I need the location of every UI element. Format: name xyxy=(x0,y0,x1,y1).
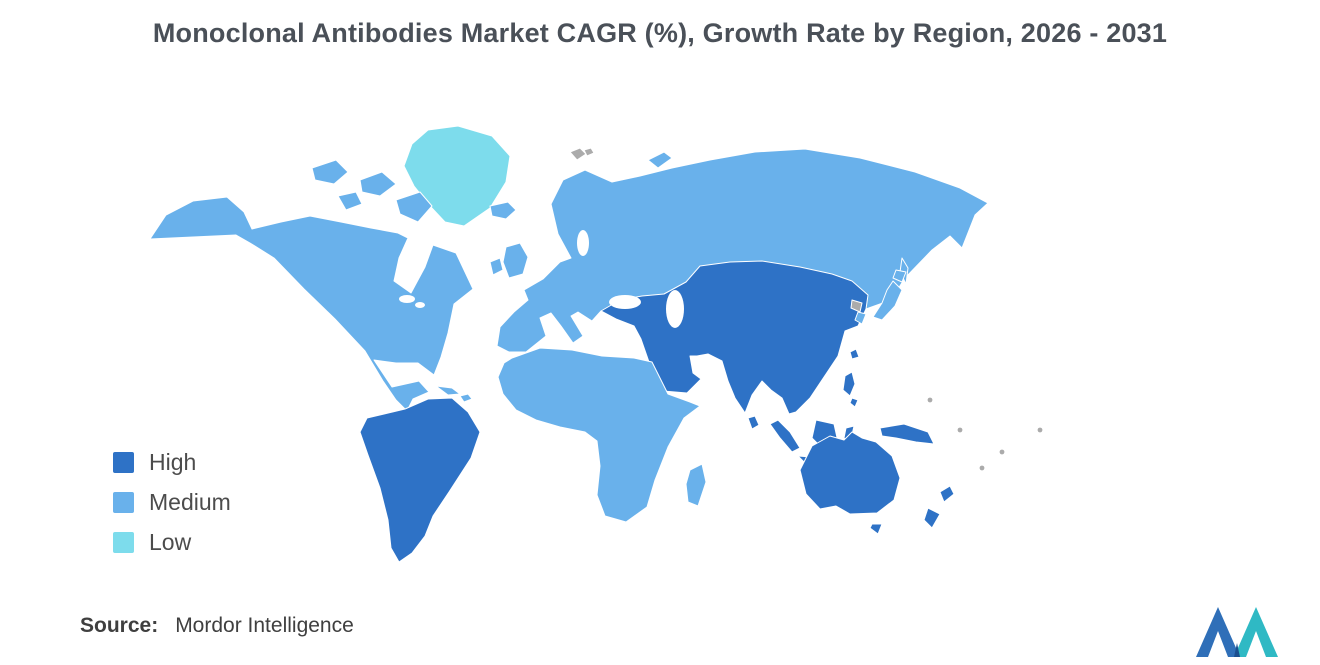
region-arctic-islands xyxy=(359,171,397,197)
legend-label-medium: Medium xyxy=(149,488,231,515)
pacific-island xyxy=(1037,427,1043,433)
legend-item-medium: Medium xyxy=(113,488,231,515)
region-new-guinea xyxy=(879,423,935,445)
region-japan xyxy=(892,269,907,283)
region-australia xyxy=(799,431,901,515)
legend-swatch-medium xyxy=(113,491,134,513)
region-south-korea xyxy=(854,311,867,325)
great-lakes xyxy=(399,295,415,303)
region-madagascar xyxy=(685,463,707,507)
legend-label-high: High xyxy=(149,448,197,475)
region-united-kingdom xyxy=(502,242,529,279)
source-row: Source: Mordor Intelligence xyxy=(80,614,354,638)
chart-title: Monoclonal Antibodies Market CAGR (%), G… xyxy=(152,18,1168,48)
region-philippines xyxy=(849,397,859,408)
legend: High Medium Low xyxy=(113,448,231,570)
region-tasmania xyxy=(869,523,883,535)
pacific-island xyxy=(957,427,963,433)
region-africa xyxy=(497,347,701,523)
mordor-intelligence-logo xyxy=(1196,607,1278,657)
logo-left-peak xyxy=(1196,607,1240,657)
legend-item-low: Low xyxy=(113,528,231,555)
pacific-island xyxy=(979,465,985,471)
region-new-zealand xyxy=(923,507,941,529)
legend-swatch-low xyxy=(113,531,134,553)
source-value: Mordor Intelligence xyxy=(175,614,354,637)
black-sea xyxy=(609,295,641,309)
pacific-island xyxy=(927,397,933,403)
region-ireland xyxy=(489,257,504,276)
pacific-island xyxy=(999,449,1005,455)
region-iceland xyxy=(489,201,517,220)
legend-label-low: Low xyxy=(149,528,192,555)
legend-item-high: High xyxy=(113,448,231,475)
region-sri-lanka xyxy=(747,415,760,430)
region-new-zealand xyxy=(939,485,955,503)
region-sumatra xyxy=(769,419,801,453)
region-japan xyxy=(872,280,903,321)
region-greenland xyxy=(403,125,511,227)
logo-right-peak xyxy=(1234,607,1278,657)
caspian-sea xyxy=(666,290,684,328)
logo-overlap xyxy=(1234,643,1240,657)
region-philippines xyxy=(842,371,856,397)
region-taiwan xyxy=(849,348,860,360)
region-novaya-zemlya xyxy=(647,151,673,169)
region-arctic-islands xyxy=(395,191,433,223)
region-north-america xyxy=(149,196,474,412)
source-label: Source: xyxy=(80,614,159,637)
great-lakes xyxy=(415,302,425,308)
region-hispaniola xyxy=(459,393,473,403)
region-svalbard xyxy=(583,147,595,157)
region-arctic-islands xyxy=(311,159,349,185)
baltic-sea xyxy=(577,230,589,256)
region-sakhalin xyxy=(899,257,909,285)
region-cuba xyxy=(435,385,461,396)
region-south-america xyxy=(359,397,481,563)
legend-swatch-high xyxy=(113,451,134,473)
region-arctic-islands xyxy=(337,191,363,211)
